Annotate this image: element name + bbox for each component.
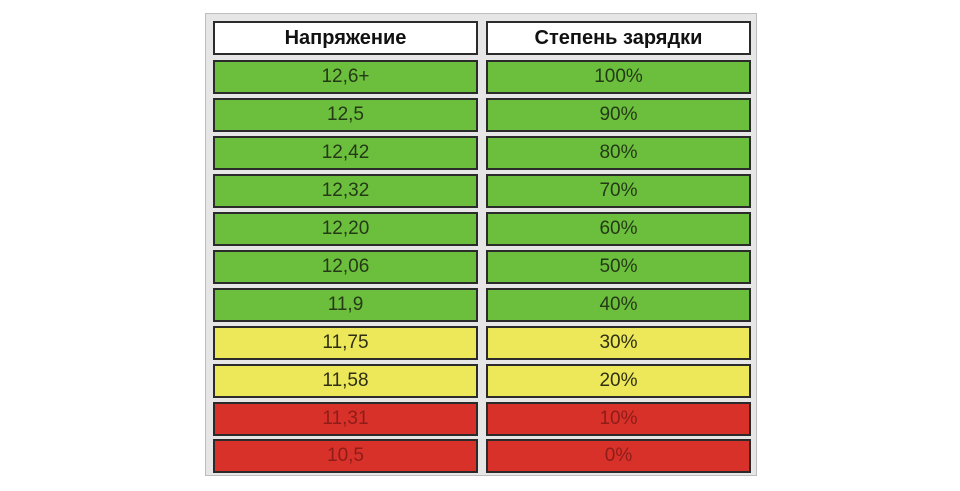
voltage-cell: 12,42 — [213, 136, 478, 170]
table-row: 11,31 10% — [213, 402, 751, 436]
charge-cell: 60% — [486, 212, 751, 246]
voltage-cell: 12,6+ — [213, 60, 478, 94]
table-row: 12,5 90% — [213, 98, 751, 132]
voltage-cell: 11,58 — [213, 364, 478, 398]
voltage-cell: 12,20 — [213, 212, 478, 246]
voltage-cell: 11,9 — [213, 288, 478, 322]
table-row: 11,9 40% — [213, 288, 751, 322]
voltage-cell: 11,75 — [213, 326, 478, 360]
charge-cell: 20% — [486, 364, 751, 398]
voltage-cell: 12,5 — [213, 98, 478, 132]
header-charge-level: Степень зарядки — [486, 21, 751, 55]
header-voltage: Напряжение — [213, 21, 478, 55]
voltage-cell: 10,5 — [213, 439, 478, 473]
table-row: 12,6+ 100% — [213, 60, 751, 94]
battery-charge-table: Напряжение Степень зарядки 12,6+ 100% 12… — [205, 13, 757, 476]
voltage-cell: 12,06 — [213, 250, 478, 284]
table-header-row: Напряжение Степень зарядки — [213, 21, 751, 55]
charge-cell: 100% — [486, 60, 751, 94]
charge-cell: 30% — [486, 326, 751, 360]
table-row: 12,20 60% — [213, 212, 751, 246]
table-row: 12,42 80% — [213, 136, 751, 170]
charge-cell: 10% — [486, 402, 751, 436]
charge-cell: 0% — [486, 439, 751, 473]
charge-cell: 50% — [486, 250, 751, 284]
table-row: 11,75 30% — [213, 326, 751, 360]
table-row: 11,58 20% — [213, 364, 751, 398]
table-row: 12,32 70% — [213, 174, 751, 208]
voltage-cell: 11,31 — [213, 402, 478, 436]
table-row: 12,06 50% — [213, 250, 751, 284]
charge-cell: 70% — [486, 174, 751, 208]
table-row: 10,5 0% — [213, 439, 751, 473]
charge-cell: 40% — [486, 288, 751, 322]
charge-cell: 90% — [486, 98, 751, 132]
voltage-cell: 12,32 — [213, 174, 478, 208]
charge-cell: 80% — [486, 136, 751, 170]
